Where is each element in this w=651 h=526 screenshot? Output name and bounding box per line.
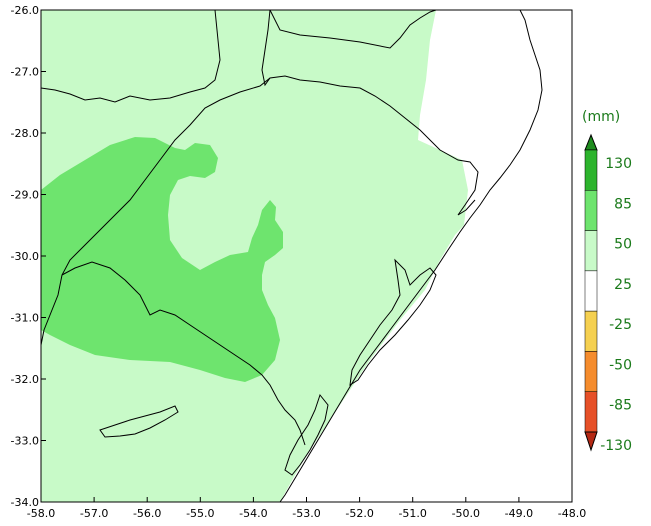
lagoa-dos-patos [349, 258, 437, 386]
legend-swatch [584, 270, 598, 312]
y-tick-label: -28.0 [11, 127, 39, 140]
x-axis: -58.0 -57.0 -56.0 -55.0 -54.0 -53.0 -52.0 -51.0… [27, 497, 586, 520]
x-tick-label: -56.0 [133, 507, 161, 520]
legend-swatch-top [584, 133, 598, 151]
legend-swatch [584, 310, 598, 352]
boundary-lines [40, 9, 543, 503]
legend-label: 85 [614, 196, 632, 212]
x-tick-label: -58.0 [27, 507, 55, 520]
legend-swatch [584, 351, 598, 392]
color-legend: (mm) 130 85 50 25 -25 -50 -85 -130 [582, 109, 632, 454]
x-tick-label: -57.0 [80, 507, 108, 520]
y-tick-label: -34.0 [11, 496, 39, 509]
legend-label: -25 [609, 317, 632, 333]
y-tick-label: -30.0 [11, 250, 39, 263]
legend-label: 130 [605, 156, 632, 172]
x-tick-label: -54.0 [239, 507, 267, 520]
country-border-uruguay [61, 261, 306, 446]
legend-label: -85 [609, 398, 632, 414]
anomaly-region-50-85 [41, 137, 283, 382]
legend-swatch-bottom [584, 431, 598, 452]
x-tick-label: -49.0 [505, 507, 533, 520]
legend-unit: (mm) [582, 109, 620, 125]
y-tick-label: -29.0 [11, 189, 39, 202]
river-plate-coast [99, 405, 179, 438]
y-tick-label: -33.0 [11, 435, 39, 448]
legend-swatch [584, 149, 598, 191]
x-tick-label: -52.0 [345, 507, 373, 520]
state-border-north [40, 9, 221, 103]
y-tick-label: -32.0 [11, 373, 39, 386]
y-tick-label: -31.0 [11, 312, 39, 325]
legend-colorbar [584, 133, 598, 452]
x-tick-label: -53.0 [292, 507, 320, 520]
lagoa-mirim [284, 393, 329, 476]
legend-swatch [584, 230, 598, 272]
y-axis: -26.0 -27.0 -28.0 -29.0 -30.0 -31.0 -32.0 -33.0… [11, 4, 46, 509]
legend-label: 25 [614, 277, 632, 293]
legend-label: -130 [600, 438, 632, 454]
legend-label: 50 [614, 237, 632, 253]
legend-label: -50 [609, 357, 632, 373]
legend-swatch [584, 190, 598, 231]
y-tick-label: -26.0 [11, 4, 39, 17]
x-tick-label: -51.0 [398, 507, 426, 520]
country-border-argentina [40, 77, 271, 346]
x-tick-label: -50.0 [452, 507, 480, 520]
legend-swatch [584, 391, 598, 433]
x-tick-label: -48.0 [558, 507, 586, 520]
legend-labels: 130 85 50 25 -25 -50 -85 -130 [600, 156, 632, 454]
y-tick-label: -27.0 [11, 66, 39, 79]
state-border-ne [269, 9, 437, 49]
coastline [279, 9, 543, 503]
map-area [40, 9, 572, 503]
x-tick-label: -55.0 [186, 507, 214, 520]
